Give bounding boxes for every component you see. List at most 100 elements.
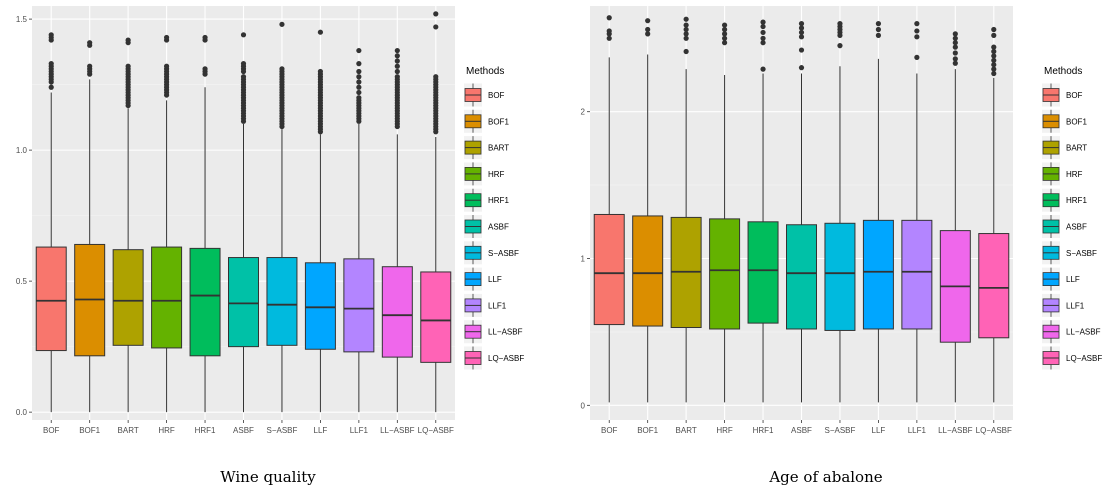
outlier-point <box>48 84 54 90</box>
y-tick-label: 0.5 <box>16 277 28 286</box>
outlier-point <box>798 29 805 36</box>
outlier-point <box>914 21 920 27</box>
outlier-point <box>645 31 651 37</box>
outlier-point <box>317 29 324 35</box>
legend-label-hrf1: HRF1 <box>488 196 509 205</box>
legend-label-bof1: BOF1 <box>488 117 509 126</box>
iqr-box <box>632 215 664 327</box>
x-tick-label-llf: LLF <box>314 426 328 435</box>
legend-label-lq-asbf: LQ−ASBF <box>488 354 524 363</box>
box-bof1 <box>632 18 664 403</box>
x-tick-label-bof: BOF <box>601 426 618 435</box>
x-tick-label-ll-asbf: LL−ASBF <box>380 426 415 435</box>
box-lq-asbf <box>420 11 452 413</box>
box-s-asbf <box>824 21 856 403</box>
x-tick-label-asbf: ASBF <box>791 426 812 435</box>
outlier-point <box>952 31 958 37</box>
legend-title: Methods <box>466 66 504 77</box>
x-tick-label-hrf1: HRF1 <box>195 426 216 435</box>
x-tick-label-bof: BOF <box>43 426 60 435</box>
outlier-point <box>240 74 247 80</box>
y-tick-label: 2 <box>581 108 586 117</box>
y-tick-label: 1.0 <box>16 146 28 155</box>
iqr-box <box>747 221 779 324</box>
outlier-point <box>837 21 843 27</box>
box-hrf1 <box>189 34 221 413</box>
legend-label-asbf: ASBF <box>488 223 509 232</box>
legend-label-s-asbf: S−ASBF <box>488 249 519 258</box>
wine-quality-caption: Wine quality <box>220 468 316 486</box>
outlier-point <box>394 47 400 54</box>
outlier-point <box>606 15 612 21</box>
x-tick-label-s-asbf: S−ASBF <box>267 426 298 435</box>
outlier-point <box>721 35 728 41</box>
abalone-age-panel: 0 1 2 BOF BOF1 BART HRF HRF1 ASBF S−ASBF LLF LLF1 LL… <box>558 0 1117 495</box>
legend-label-asbf: ASBF <box>1066 223 1087 232</box>
outlier-point <box>317 68 324 75</box>
legend-label-llf: LLF <box>488 275 502 284</box>
legend-label-bart: BART <box>488 144 509 153</box>
outlier-point <box>991 57 997 63</box>
iqr-box <box>35 246 67 352</box>
outlier-point <box>991 53 997 59</box>
outlier-point <box>991 32 997 38</box>
outlier-point <box>356 79 362 85</box>
iqr-box <box>189 247 221 357</box>
outlier-point <box>645 18 651 24</box>
legend-label-ll-asbf: LL−ASBF <box>488 328 523 337</box>
x-tick-label-bof1: BOF1 <box>79 426 100 435</box>
outlier-point <box>356 95 362 101</box>
outlier-point <box>721 22 728 28</box>
box-asbf <box>228 32 259 413</box>
x-tick-label-hrf: HRF <box>716 426 733 435</box>
outlier-point <box>48 61 54 67</box>
outlier-point <box>991 26 997 33</box>
box-asbf <box>786 21 817 403</box>
outlier-point <box>87 63 93 69</box>
x-tick-label-bof1: BOF1 <box>637 426 658 435</box>
legend-label-llf1: LLF1 <box>488 301 507 310</box>
legend-label-bart: BART <box>1066 144 1087 153</box>
box-s-asbf <box>266 21 298 413</box>
outlier-point <box>798 65 805 71</box>
x-tick-label-llf1: LLF1 <box>908 426 927 435</box>
outlier-point <box>798 34 805 40</box>
box-lq-asbf <box>978 26 1010 403</box>
iqr-box <box>112 249 144 346</box>
y-tick-label: 0 <box>581 401 586 410</box>
x-tick-label-ll-asbf: LL−ASBF <box>938 426 973 435</box>
outlier-point <box>991 66 997 72</box>
outlier-point <box>760 23 766 30</box>
legend-title: Methods <box>1044 66 1082 77</box>
outlier-point <box>394 53 400 59</box>
iqr-box <box>304 262 336 350</box>
box-llf <box>304 29 336 413</box>
outlier-point <box>356 84 362 90</box>
outlier-point <box>433 24 439 30</box>
outlier-point <box>721 31 728 37</box>
x-tick-label-asbf: ASBF <box>233 426 254 435</box>
box-bof <box>35 32 67 413</box>
outlier-point <box>952 60 958 66</box>
iqr-box <box>709 218 741 330</box>
iqr-box <box>381 266 413 358</box>
outlier-point <box>952 56 958 62</box>
outlier-point <box>125 63 131 69</box>
abalone-age-boxplot: 0 1 2 BOF BOF1 BART HRF HRF1 ASBF S−ASBF LLF LLF1 LL… <box>581 6 1102 435</box>
outlier-point <box>875 21 882 27</box>
box-ll-asbf <box>381 47 413 413</box>
outlier-point <box>683 22 689 28</box>
x-tick-label-lq-asbf: LQ−ASBF <box>418 426 454 435</box>
x-tick-label-hrf: HRF <box>158 426 175 435</box>
box-ll-asbf <box>939 31 971 403</box>
x-tick-label-bart: BART <box>676 426 697 435</box>
outlier-point <box>279 21 285 27</box>
iqr-box <box>824 222 856 331</box>
outlier-point <box>798 25 805 31</box>
outlier-point <box>952 40 958 46</box>
outlier-point <box>645 26 651 33</box>
outlier-point <box>798 47 805 53</box>
iqr-box <box>420 271 452 363</box>
outlier-point <box>683 16 689 22</box>
outlier-point <box>952 44 958 50</box>
